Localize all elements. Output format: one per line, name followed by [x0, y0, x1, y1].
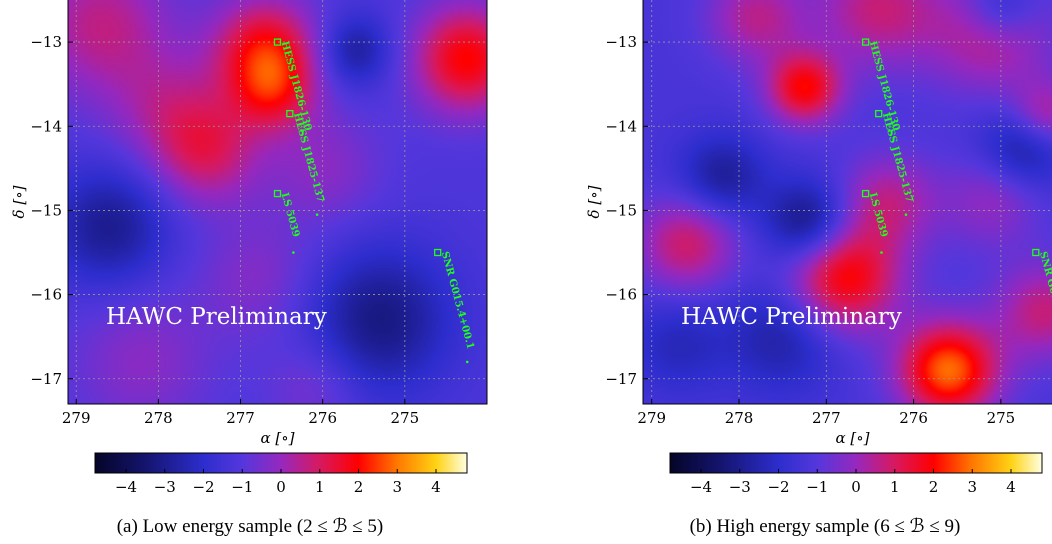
y-tick-label: −17 — [30, 370, 62, 388]
y-tick-label: −16 — [30, 286, 62, 304]
watermark-text: HAWC Preliminary — [681, 304, 902, 330]
source-marker — [1032, 248, 1040, 257]
axes-frame — [642, 0, 1052, 405]
colorbar-tick-label: 0 — [276, 478, 286, 496]
colorbar-tick-label: 0 — [851, 478, 861, 496]
colorbar-tick-label: 4 — [1006, 478, 1016, 496]
y-tick-label: −15 — [30, 201, 62, 219]
x-tick-label: 276 — [308, 409, 337, 427]
x-tick-label: 275 — [987, 409, 1016, 427]
x-tick-label: 277 — [226, 409, 255, 427]
significance-heatmap — [643, 0, 1052, 404]
colorbar-tick-label: −3 — [154, 478, 176, 496]
y-tick-label: −14 — [30, 117, 62, 135]
y-tick-label: −15 — [605, 201, 637, 219]
source-tip — [465, 360, 469, 364]
source-marker — [861, 38, 870, 46]
y-tick-label: −16 — [605, 286, 637, 304]
source-marker — [861, 189, 870, 198]
colorbar-tick-label: −2 — [767, 478, 789, 496]
colorbar-tick-label: −1 — [231, 478, 253, 496]
axes-frame — [67, 0, 488, 405]
colorbar-tick-label: 2 — [354, 478, 364, 496]
source-marker — [286, 109, 294, 118]
colorbar-tick-label: 3 — [967, 478, 977, 496]
caption-high-energy: (b) High energy sample (6 ≤ ℬ ≤ 9) — [689, 516, 961, 537]
source-tip — [300, 129, 303, 132]
colorbar-tick-label: −4 — [115, 478, 137, 496]
colorbar-tick-label: −4 — [690, 478, 712, 496]
x-tick-label: 275 — [391, 409, 420, 427]
colorbar-tick-label: 1 — [315, 478, 325, 496]
y-tick-label: −13 — [30, 33, 62, 51]
x-tick-label: 277 — [812, 409, 841, 427]
colorbar-tick-label: −1 — [806, 478, 828, 496]
significance-heatmap — [68, 0, 487, 404]
x-axis-label: α [∘] — [836, 429, 870, 447]
source-marker — [434, 248, 442, 257]
source-tip — [880, 251, 883, 254]
source-marker — [875, 109, 883, 118]
colorbar-tick-label: 3 — [392, 478, 402, 496]
skymap-panel-low-energy: HESS J1826-130 HESS J1825-137 LS 5039 SNR G… — [0, 0, 500, 544]
source-tip — [888, 129, 891, 132]
x-tick-label: 279 — [637, 409, 666, 427]
colorbar-tick-label: −2 — [192, 478, 214, 496]
colorbar-tick-label: 2 — [929, 478, 939, 496]
x-tick-label: 276 — [899, 409, 928, 427]
source-tip — [315, 213, 319, 216]
source-marker — [273, 189, 282, 198]
x-tick-label: 279 — [62, 409, 91, 427]
source-marker — [273, 38, 282, 46]
y-axis-label: δ [∘] — [585, 185, 603, 218]
source-tip — [904, 213, 908, 216]
watermark-text: HAWC Preliminary — [106, 304, 327, 330]
source-tip — [292, 251, 295, 254]
x-axis-label: α [∘] — [261, 429, 295, 447]
y-tick-label: −13 — [605, 33, 637, 51]
x-tick-label: 278 — [144, 409, 173, 427]
caption-low-energy: (a) Low energy sample (2 ≤ ℬ ≤ 5) — [116, 516, 384, 537]
y-tick-label: −17 — [605, 370, 637, 388]
colorbar-tick-label: 1 — [890, 478, 900, 496]
colorbar-tick-label: 4 — [431, 478, 441, 496]
y-tick-label: −14 — [605, 117, 637, 135]
colorbar-tick-label: −3 — [729, 478, 751, 496]
x-tick-label: 278 — [725, 409, 754, 427]
y-axis-label: δ [∘] — [10, 185, 28, 218]
